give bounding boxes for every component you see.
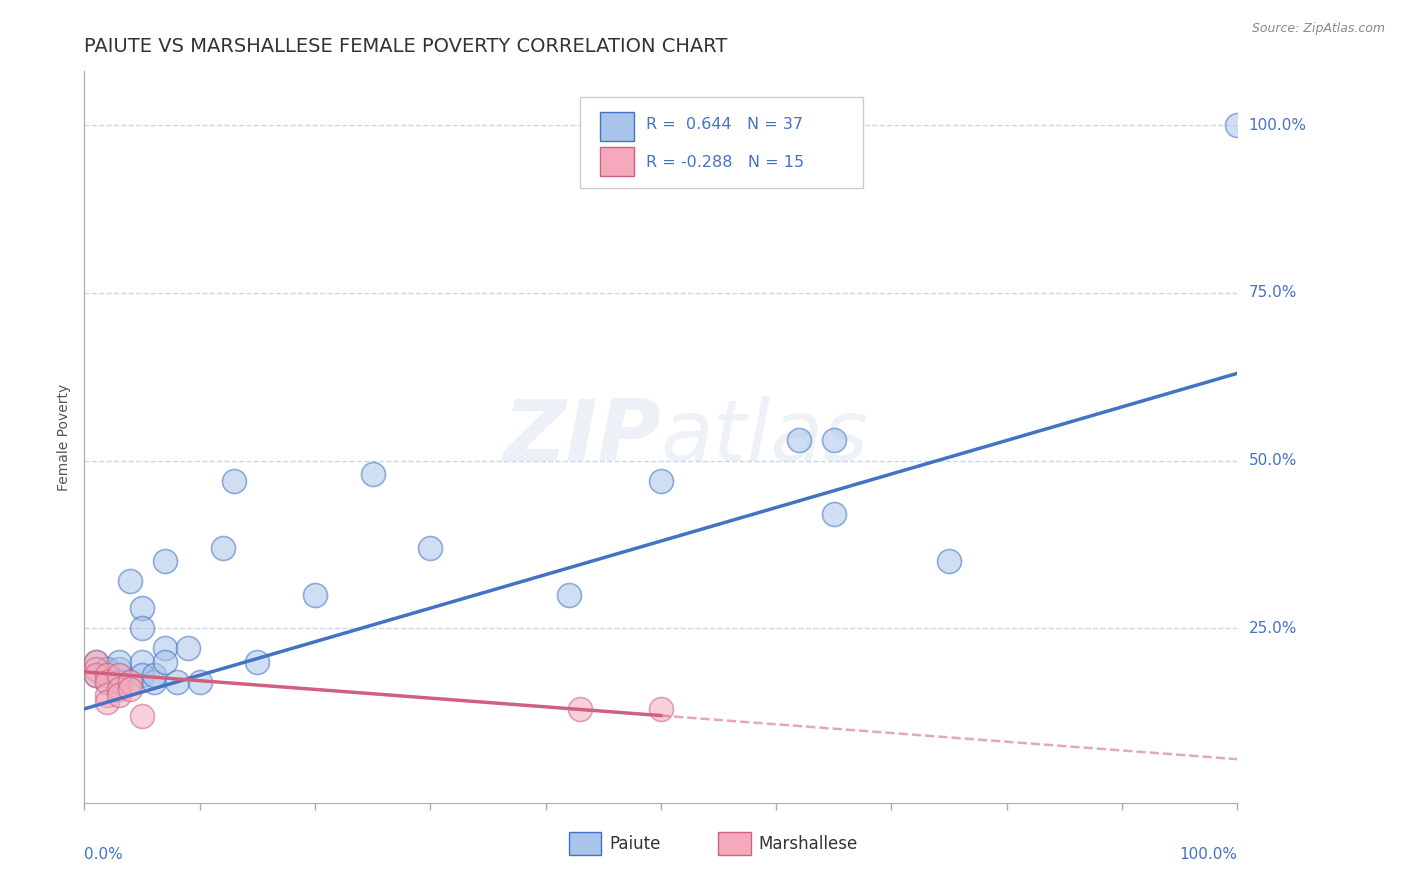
- Point: [650, 474, 672, 488]
- Text: R =  0.644   N = 37: R = 0.644 N = 37: [645, 117, 803, 132]
- Point: [557, 588, 579, 602]
- Text: 50.0%: 50.0%: [1249, 453, 1296, 468]
- Point: [569, 702, 592, 716]
- Point: [96, 695, 118, 709]
- FancyBboxPatch shape: [718, 832, 751, 855]
- Point: [131, 708, 153, 723]
- Point: [84, 668, 107, 682]
- Point: [650, 702, 672, 716]
- Point: [188, 675, 211, 690]
- Point: [153, 655, 176, 669]
- Point: [108, 655, 131, 669]
- Point: [131, 601, 153, 615]
- Point: [823, 434, 845, 448]
- Text: ZIP: ZIP: [503, 395, 661, 479]
- Point: [153, 641, 176, 656]
- Point: [120, 675, 142, 690]
- Point: [142, 675, 165, 690]
- Text: atlas: atlas: [661, 395, 869, 479]
- Point: [96, 675, 118, 690]
- Text: Marshallese: Marshallese: [759, 835, 858, 853]
- Point: [246, 655, 269, 669]
- Point: [96, 675, 118, 690]
- Point: [419, 541, 441, 555]
- Point: [1226, 118, 1249, 132]
- FancyBboxPatch shape: [581, 97, 863, 188]
- Point: [120, 574, 142, 589]
- Point: [84, 655, 107, 669]
- FancyBboxPatch shape: [568, 832, 600, 855]
- Point: [823, 508, 845, 522]
- Point: [84, 662, 107, 676]
- FancyBboxPatch shape: [600, 112, 634, 141]
- Text: R = -0.288   N = 15: R = -0.288 N = 15: [645, 155, 804, 170]
- Point: [131, 655, 153, 669]
- Point: [120, 681, 142, 696]
- Point: [211, 541, 233, 555]
- Point: [96, 689, 118, 703]
- Point: [108, 662, 131, 676]
- Point: [108, 681, 131, 696]
- Point: [96, 668, 118, 682]
- Point: [96, 662, 118, 676]
- Y-axis label: Female Poverty: Female Poverty: [58, 384, 72, 491]
- Text: 75.0%: 75.0%: [1249, 285, 1296, 301]
- Point: [938, 554, 960, 568]
- Point: [131, 621, 153, 635]
- Point: [166, 675, 188, 690]
- Point: [96, 668, 118, 682]
- Point: [142, 668, 165, 682]
- Point: [108, 668, 131, 682]
- Text: 100.0%: 100.0%: [1249, 118, 1306, 133]
- Point: [177, 641, 200, 656]
- Text: 100.0%: 100.0%: [1180, 847, 1237, 862]
- Text: PAIUTE VS MARSHALLESE FEMALE POVERTY CORRELATION CHART: PAIUTE VS MARSHALLESE FEMALE POVERTY COR…: [84, 37, 728, 56]
- Point: [120, 675, 142, 690]
- Point: [131, 668, 153, 682]
- Point: [787, 434, 810, 448]
- Point: [224, 474, 246, 488]
- FancyBboxPatch shape: [600, 146, 634, 176]
- Point: [304, 588, 326, 602]
- Point: [84, 655, 107, 669]
- Text: 25.0%: 25.0%: [1249, 621, 1296, 636]
- Point: [108, 675, 131, 690]
- Point: [108, 668, 131, 682]
- Text: Source: ZipAtlas.com: Source: ZipAtlas.com: [1251, 22, 1385, 36]
- Text: Paiute: Paiute: [609, 835, 661, 853]
- Point: [96, 662, 118, 676]
- Point: [108, 689, 131, 703]
- Point: [361, 467, 384, 481]
- Point: [84, 668, 107, 682]
- Point: [153, 554, 176, 568]
- Text: 0.0%: 0.0%: [84, 847, 124, 862]
